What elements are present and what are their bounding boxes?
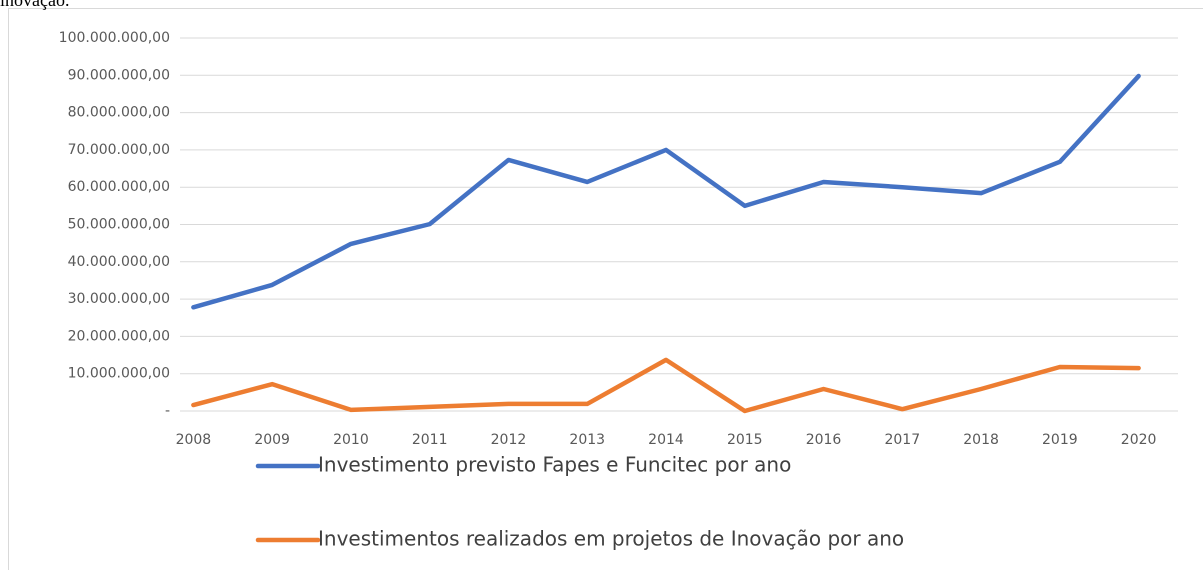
x-tick-label: 2020 bbox=[1121, 432, 1157, 448]
y-tick-label: 90.000.000,00 bbox=[68, 67, 170, 83]
x-tick-label: 2010 bbox=[333, 432, 369, 448]
y-tick-label: 100.000.000,00 bbox=[59, 30, 170, 46]
y-tick-label: 50.000.000,00 bbox=[68, 217, 170, 233]
y-tick-label: - bbox=[165, 403, 170, 419]
x-tick-label: 2009 bbox=[254, 432, 290, 448]
x-tick-label: 2014 bbox=[648, 432, 684, 448]
y-tick-label: 80.000.000,00 bbox=[68, 105, 170, 121]
x-tick-label: 2012 bbox=[491, 432, 527, 448]
x-tick-label: 2017 bbox=[884, 432, 920, 448]
x-tick-label: 2016 bbox=[806, 432, 842, 448]
x-tick-label: 2019 bbox=[1042, 432, 1078, 448]
y-tick-label: 40.000.000,00 bbox=[68, 254, 170, 270]
y-tick-label: 20.000.000,00 bbox=[68, 328, 170, 344]
x-tick-label: 2013 bbox=[569, 432, 605, 448]
y-tick-label: 30.000.000,00 bbox=[68, 291, 170, 307]
legend-label: Investimentos realizados em projetos de … bbox=[318, 527, 904, 551]
y-tick-label: 60.000.000,00 bbox=[68, 179, 170, 195]
x-tick-label: 2018 bbox=[963, 432, 999, 448]
x-tick-label: 2008 bbox=[176, 432, 212, 448]
caption: inovação. bbox=[0, 0, 69, 10]
series-line bbox=[191, 73, 1141, 310]
legend-label: Investimento previsto Fapes e Funcitec p… bbox=[318, 453, 791, 477]
chart-frame bbox=[8, 8, 1203, 570]
series-line bbox=[191, 357, 1141, 414]
y-tick-label: 10.000.000,00 bbox=[68, 366, 170, 382]
x-tick-label: 2015 bbox=[727, 432, 763, 448]
y-tick-label: 70.000.000,00 bbox=[68, 142, 170, 158]
x-tick-label: 2011 bbox=[412, 432, 448, 448]
